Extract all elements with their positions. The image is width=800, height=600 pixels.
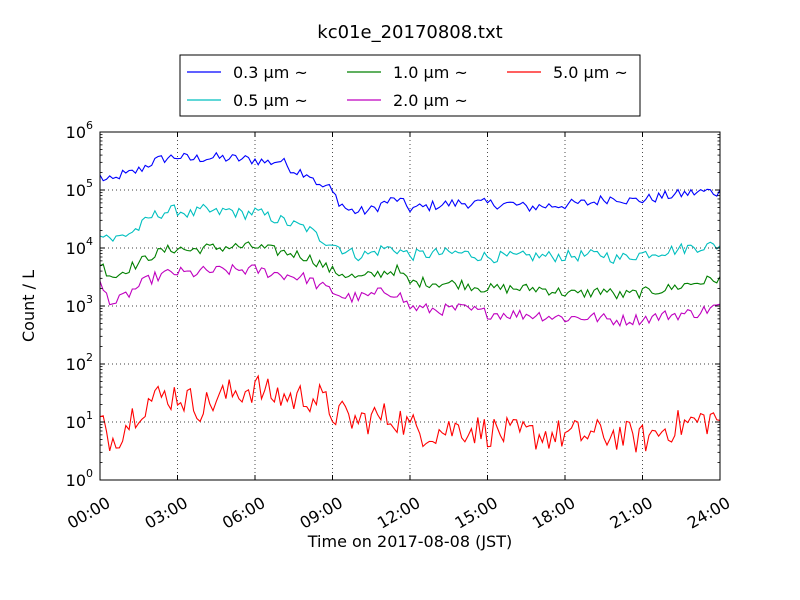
series-line-4 [99, 374, 721, 453]
x-axis: 00:00 03:00 06:00 09:00 12:00 15:00 18:00 21:00… [64, 132, 733, 533]
y-tick-label: 103 [66, 293, 93, 316]
legend: 0.3 µm ~ 0.5 µm ~ 1.0 µm ~ 2.0 µm ~ 5.0 µm ~ [179, 54, 641, 117]
series-line-3 [99, 263, 721, 328]
x-tick-label: 00:00 [64, 493, 113, 533]
y-tick-label: 100 [66, 467, 93, 490]
chart-title: kc01e_20170808.txt [317, 22, 502, 43]
x-tick-label: 09:00 [296, 493, 345, 533]
y-axis: 100 101 102 103 104 105 106 [66, 119, 720, 490]
y-tick-label: 102 [66, 351, 93, 374]
grid-lines [100, 132, 720, 480]
x-tick-label: 21:00 [606, 493, 655, 533]
y-tick-label: 101 [66, 409, 93, 432]
x-tick-label: 12:00 [374, 493, 423, 533]
legend-label-0: 0.3 µm ~ [233, 63, 308, 82]
series-line-2 [99, 241, 721, 300]
x-axis-label: Time on 2017-08-08 (JST) [307, 532, 512, 551]
y-tick-label: 105 [66, 177, 93, 200]
x-tick-label: 06:00 [219, 493, 268, 533]
x-tick-label: 24:00 [684, 493, 733, 533]
series-line-0 [99, 151, 721, 216]
legend-label-4: 5.0 µm ~ [553, 63, 628, 82]
legend-label-2: 1.0 µm ~ [393, 63, 468, 82]
legend-label-1: 0.5 µm ~ [233, 91, 308, 110]
legend-box [179, 54, 641, 117]
x-tick-label: 03:00 [141, 493, 190, 533]
y-tick-label: 104 [66, 235, 93, 258]
y-axis-label: Count / L [19, 270, 38, 342]
y-tick-label: 106 [66, 119, 93, 142]
series-lines [99, 151, 721, 453]
legend-label-3: 2.0 µm ~ [393, 91, 468, 110]
x-tick-label: 18:00 [529, 493, 578, 533]
x-tick-label: 15:00 [451, 493, 500, 533]
series-line-1 [99, 203, 721, 264]
